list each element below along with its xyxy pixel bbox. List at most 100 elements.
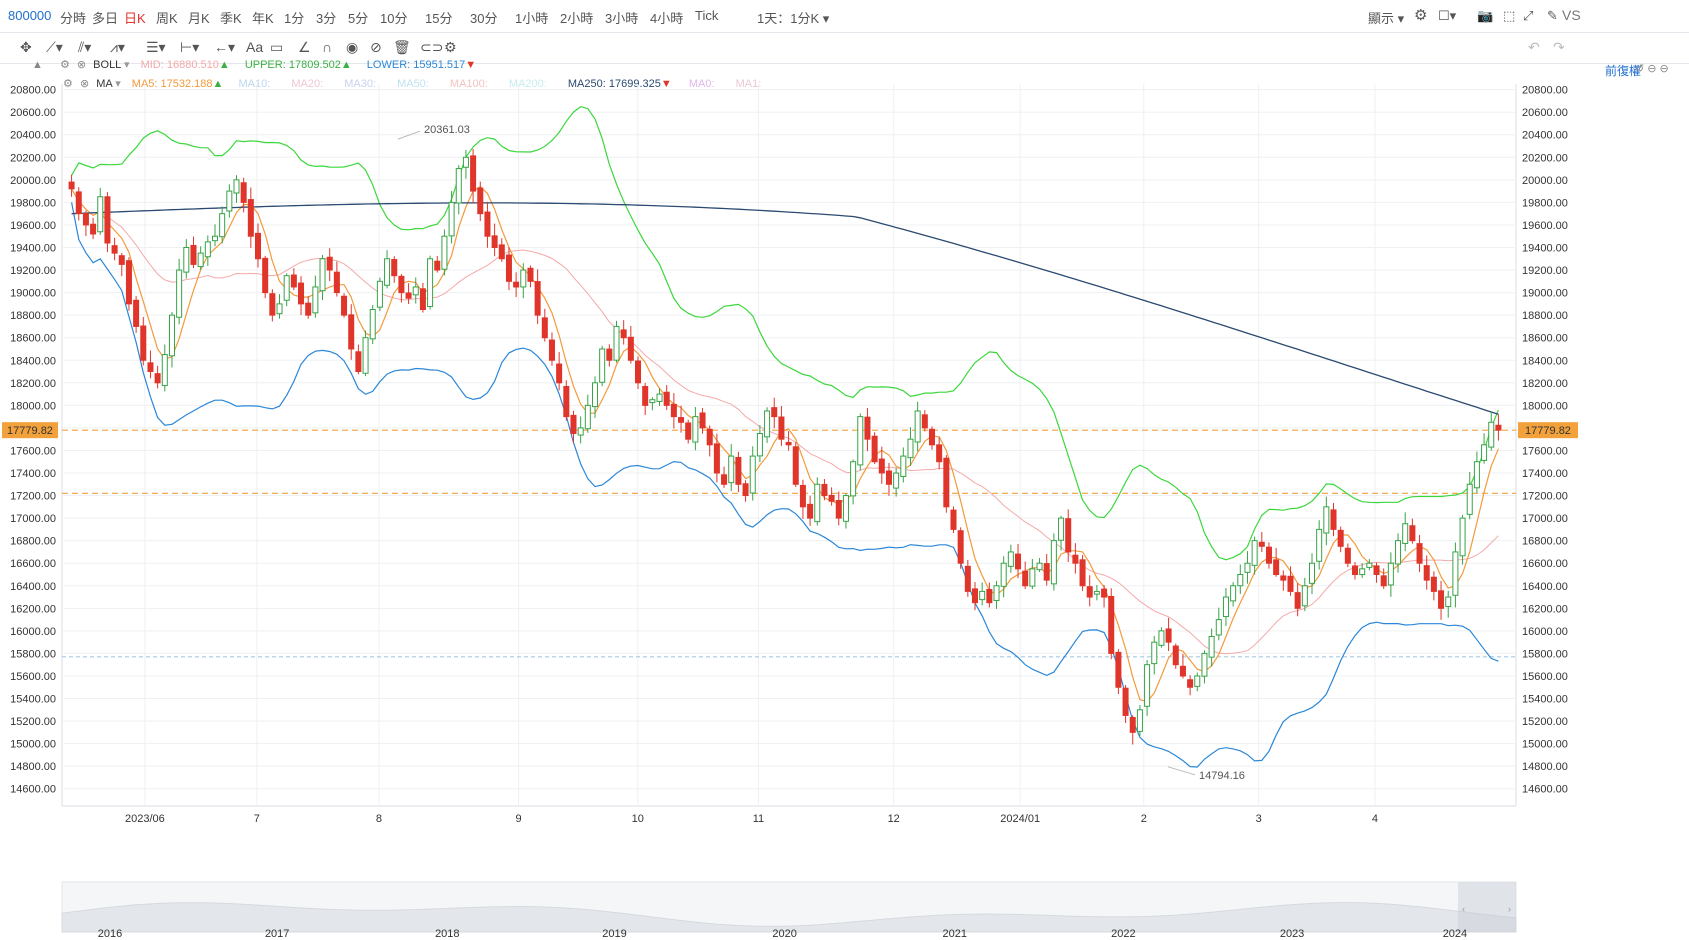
- timeframe-tab-16[interactable]: 4小時: [650, 11, 684, 26]
- boll-close-icon[interactable]: ⊗: [76, 59, 87, 71]
- redo-icon[interactable]: ↷: [1553, 39, 1565, 55]
- candle-body: [391, 259, 398, 277]
- grid-lines: [61, 84, 1517, 807]
- timeframe-tab-15[interactable]: 3小時: [605, 11, 639, 26]
- arrow-tool-icon[interactable]: ←▾: [214, 39, 236, 55]
- candle-body: [534, 281, 541, 316]
- comment-tool-icon[interactable]: ▭: [270, 39, 284, 55]
- candle-body: [1473, 461, 1480, 489]
- candle-body: [1287, 575, 1294, 592]
- candle-body: [914, 410, 921, 443]
- link-icon[interactable]: ⊂⊃: [420, 39, 444, 55]
- candle-body: [1337, 529, 1344, 547]
- candlesticks: [68, 148, 1502, 745]
- candle-body: [455, 168, 462, 204]
- measure-tool-icon[interactable]: ⊢▾: [180, 39, 200, 55]
- ma-legend: ⚙ ⊗ MA ▾ MA5: 17532.188▲ MA10: MA20: MA3…: [63, 78, 762, 90]
- ruler-icon[interactable]: ∠: [298, 39, 311, 55]
- candle-body: [1344, 547, 1351, 564]
- candle-body: [1430, 576, 1437, 592]
- y-tick-label-left: 14600.00: [10, 784, 56, 796]
- share-icon[interactable]: ⬚: [1503, 8, 1516, 23]
- candle-body: [749, 455, 756, 494]
- candle-body: [276, 303, 283, 315]
- vs-compare-button[interactable]: VS: [1562, 7, 1581, 23]
- timeframe-tab-4[interactable]: 月K: [188, 11, 210, 26]
- ma-close-icon[interactable]: ⊗: [79, 78, 90, 90]
- settings-gear-icon[interactable]: ⚙: [1414, 7, 1428, 24]
- candle-body: [692, 416, 699, 443]
- y-tick-label-right: 15200.00: [1522, 716, 1568, 728]
- trash-icon[interactable]: 🗑: [393, 39, 411, 55]
- layout-icon[interactable]: ☐▾: [1438, 8, 1457, 23]
- ma-name[interactable]: MA: [96, 78, 113, 90]
- candle-body: [928, 428, 935, 446]
- timeframe-tab-11[interactable]: 15分: [425, 11, 453, 26]
- timeframe-tab-10[interactable]: 10分: [380, 11, 408, 26]
- hide-icon[interactable]: ⊘: [370, 39, 382, 55]
- timeframe-tab-0[interactable]: 分時: [60, 11, 87, 26]
- timeframe-tab-17[interactable]: Tick: [695, 8, 719, 23]
- candle-body: [1108, 595, 1115, 654]
- timeframe-tab-3[interactable]: 周K: [156, 11, 178, 26]
- last-price-label-right: 17779.82: [1525, 425, 1571, 437]
- y-tick-label-left: 20400.00: [10, 130, 56, 142]
- pane-controls-icon[interactable]: ↺ ⊖ ⊖: [1635, 63, 1669, 75]
- fullscreen-icon[interactable]: ⤢: [1523, 8, 1534, 23]
- candle-body: [1330, 509, 1337, 530]
- boll-lower-value: 15951.517: [413, 59, 466, 71]
- y-tick-label-left: 15600.00: [10, 671, 56, 683]
- candle-body: [1244, 562, 1251, 573]
- ma-settings-icon[interactable]: ⚙: [63, 78, 73, 90]
- candle-body: [1172, 645, 1179, 666]
- timeframe-tab-12[interactable]: 30分: [470, 11, 498, 26]
- candle-body: [90, 223, 97, 235]
- magnet-icon[interactable]: ∩: [322, 39, 333, 55]
- line-tool-icon[interactable]: ⟋▾: [46, 39, 63, 55]
- pattern-tool-icon[interactable]: ⩘▾: [110, 39, 125, 55]
- timeframe-tab-2[interactable]: 日K: [124, 11, 146, 26]
- fib-tool-icon[interactable]: ☰▾: [146, 39, 166, 55]
- boll-upper-value: 17809.502: [288, 59, 341, 71]
- timeframe-tab-7[interactable]: 1分: [284, 11, 305, 26]
- timeframe-tab-14[interactable]: 2小時: [560, 11, 594, 26]
- text-tool-icon[interactable]: Aa: [246, 39, 264, 55]
- y-tick-label-right: 18000.00: [1522, 400, 1568, 412]
- collapse-icon[interactable]: ▲: [32, 59, 43, 71]
- navigator-window: [1458, 882, 1516, 932]
- camera-icon[interactable]: 📷: [1477, 8, 1494, 23]
- candle-body: [82, 213, 89, 226]
- timeframe-tab-8[interactable]: 3分: [316, 11, 337, 26]
- candle-body: [993, 585, 1000, 601]
- candle-body: [1402, 523, 1409, 544]
- navigator[interactable]: ‹ › 2016 2017 2018 2019 2020 2021 2022 2023 2024: [61, 881, 1517, 940]
- timeframe-tab-6[interactable]: 年K: [252, 11, 274, 26]
- timeframe-tab-9[interactable]: 5分: [348, 11, 369, 26]
- crosshair-icon[interactable]: ✥: [20, 39, 32, 55]
- settings-icon[interactable]: ⚙: [444, 39, 457, 55]
- display-menu[interactable]: 顯示 ▾: [1368, 11, 1405, 26]
- boll-name[interactable]: BOLL: [93, 59, 121, 71]
- candle-body: [706, 428, 713, 446]
- candle-body: [735, 456, 742, 485]
- timeframe-tab-13[interactable]: 1小時: [515, 11, 549, 26]
- eye-icon[interactable]: ◉: [346, 39, 359, 55]
- timeframe-tab-5[interactable]: 季K: [220, 11, 242, 26]
- candle-body: [1000, 562, 1007, 587]
- ma1-label: MA1:: [735, 78, 762, 90]
- undo-icon[interactable]: ↶: [1528, 39, 1540, 55]
- y-tick-label-left: 16600.00: [10, 558, 56, 570]
- timeframe-tab-18[interactable]: 1天：1分K ▾: [757, 11, 830, 26]
- x-tick-label: 2024/01: [1000, 813, 1040, 825]
- y-tick-label-left: 17200.00: [10, 491, 56, 503]
- symbol-code[interactable]: 800000: [8, 8, 52, 23]
- edit-icon[interactable]: ✎: [1547, 8, 1558, 23]
- timeframe-tab-1[interactable]: 多日: [92, 11, 119, 26]
- restore-adjust-button[interactable]: 前復權: [1605, 62, 1641, 79]
- boll-settings-icon[interactable]: ⚙: [59, 59, 70, 71]
- candle-body: [548, 339, 555, 361]
- channel-tool-icon[interactable]: ⫽▾: [78, 39, 92, 55]
- candle-body: [1481, 444, 1488, 461]
- high-annotation: 20361.03: [424, 124, 470, 136]
